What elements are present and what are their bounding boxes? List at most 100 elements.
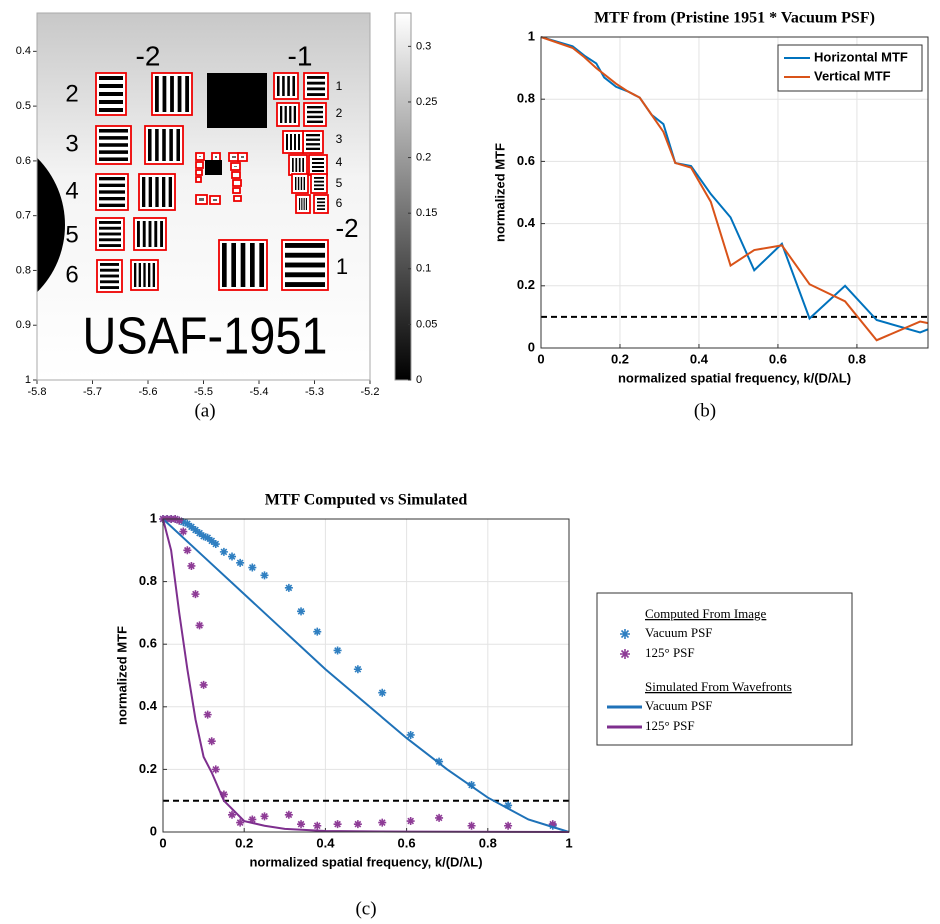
bar-box: [295, 194, 311, 214]
bar-stripe: [154, 221, 158, 247]
x-tick-label: -5.2: [361, 386, 380, 398]
bar-stripe: [100, 274, 119, 278]
bar-stripe: [303, 198, 305, 210]
x-axis-label: normalized spatial frequency, k/(D/λL): [249, 854, 482, 869]
bar-stripe: [100, 263, 119, 266]
x-tick-label: -5.5: [194, 386, 213, 398]
bar-stripe: [317, 208, 325, 210]
bar-stripe: [231, 243, 236, 287]
target-label: 3: [65, 130, 78, 157]
bar-stripe: [155, 76, 159, 112]
bar-stripe: [99, 190, 125, 194]
caption: (c): [355, 898, 376, 919]
bar-stripe: [293, 106, 296, 123]
bar-stripe: [160, 221, 163, 247]
marker: [435, 813, 444, 822]
bar-stripe: [162, 129, 166, 161]
legend-swatch: [620, 629, 630, 639]
target-label: 6: [336, 196, 343, 210]
bar-stripe: [99, 84, 123, 88]
bar-stripe: [168, 177, 172, 207]
bar-stripe: [314, 180, 324, 183]
bar-stripe: [152, 263, 155, 287]
marker: [195, 529, 204, 538]
marker: [353, 665, 362, 674]
bar-box: [288, 154, 308, 176]
target-label: 4: [65, 177, 78, 204]
bar-stripe: [295, 177, 297, 190]
marker: [211, 540, 220, 549]
marker: [248, 815, 257, 824]
bar-stripe: [155, 129, 159, 161]
marker: [179, 518, 188, 527]
marker: [199, 680, 208, 689]
bar-stripe: [259, 243, 264, 287]
bar-stripe: [143, 263, 146, 287]
bar-stripe: [99, 100, 123, 104]
marker: [435, 757, 444, 766]
chart-title: MTF from (Pristine 1951 * Vacuum PSF): [594, 10, 875, 27]
legend-label: 125° PSF: [645, 645, 695, 660]
chart-title: MTF Computed vs Simulated: [265, 492, 468, 509]
y-tick-label: 0: [528, 339, 535, 354]
marker: [228, 810, 237, 819]
target-label: -2: [136, 40, 161, 71]
bar-box: [195, 169, 203, 176]
bar-stripe: [306, 147, 320, 150]
bar-stripe: [162, 76, 167, 112]
bar-stripe: [99, 197, 125, 201]
y-tick-label: 0.9: [16, 319, 31, 331]
bar-stripe: [317, 204, 325, 207]
series-line: [540, 36, 929, 342]
bar-stripe: [298, 158, 301, 172]
bar-stripe: [138, 263, 141, 287]
legend-box: [777, 44, 923, 92]
marker: [191, 525, 200, 534]
bar-stripe: [292, 158, 294, 172]
target-label: 6: [65, 261, 78, 288]
marker: [504, 801, 513, 810]
bar-box: [303, 102, 327, 127]
bar-stripe: [307, 76, 325, 79]
y-tick-label: 0.6: [16, 155, 31, 167]
colorbar-tick-label: 0.3: [416, 40, 431, 52]
bar-stripe: [99, 136, 128, 140]
colorbar-tick-label: 0.2: [416, 151, 431, 163]
bar-stripe: [240, 243, 246, 287]
bar-stripe: [306, 134, 320, 137]
marker: [333, 646, 342, 655]
y-tick-label: 0.7: [16, 210, 31, 222]
bar-stripe: [250, 243, 255, 287]
bar-stripe: [170, 76, 174, 112]
x-tick-label: 0.8: [479, 835, 497, 850]
bar-stripe: [280, 106, 283, 123]
marker: [467, 781, 476, 790]
marker: [313, 821, 322, 830]
target-disc: [37, 157, 65, 293]
y-tick-label: 1: [528, 28, 535, 43]
bar-stripe: [306, 138, 320, 141]
marker: [467, 821, 476, 830]
bar-stripe: [99, 238, 121, 242]
bar-stripe: [307, 110, 323, 114]
x-tick-label: -5.3: [305, 386, 324, 398]
marker: [219, 790, 228, 799]
target-square: [205, 160, 222, 175]
bar-stripe: [317, 201, 325, 204]
bar-stripe: [306, 143, 320, 146]
bar-stripe: [142, 221, 146, 247]
bar-stripe: [289, 106, 292, 123]
bar-box: [195, 176, 202, 183]
bar-stripe: [314, 188, 324, 190]
marker: [236, 818, 245, 827]
bar-stripe: [222, 243, 227, 287]
bar-stripe: [137, 221, 140, 247]
target-label: 2: [65, 80, 78, 107]
bar-stripe: [199, 198, 204, 199]
bar-stripe: [199, 200, 204, 201]
y-tick-label: 0: [150, 823, 157, 838]
bar-stripe: [303, 177, 305, 190]
marker: [203, 710, 212, 719]
x-tick-label: 0.8: [848, 351, 866, 366]
marker: [378, 818, 387, 827]
